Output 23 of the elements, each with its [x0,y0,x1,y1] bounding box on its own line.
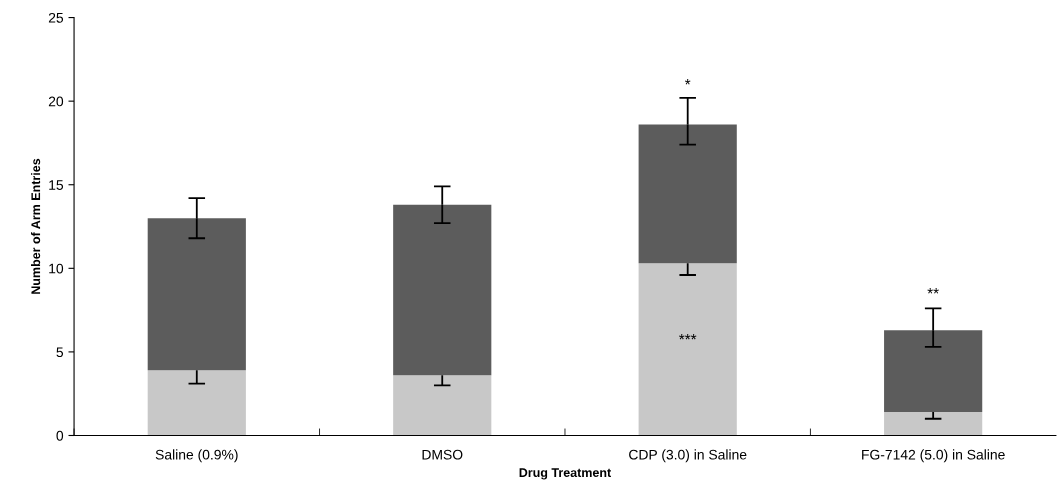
x-axis-title: Drug Treatment [519,468,612,480]
x-tick-label: DMSO [422,449,463,460]
bar [884,330,983,413]
bar [147,218,246,371]
annotation: * [684,79,691,85]
y-tick-label: 10 [49,263,64,274]
x-tick-label: FG-7142 (5.0) in Saline [862,449,1005,463]
x-tick-label: CDP (3.0) in Saline [629,449,747,463]
annotation: ** [927,288,939,294]
y-axis-title: Number of Arm Entries [30,158,41,294]
annotation: *** [679,334,697,340]
x-tick-label: Saline (0.9%) [155,449,238,463]
bar [638,263,737,436]
y-tick-label: 25 [48,12,64,23]
bar [884,412,983,436]
bar [393,204,492,376]
y-tick-label: 5 [56,347,64,358]
bar [393,375,492,436]
y-tick-label: 20 [48,96,64,107]
bar [638,124,737,264]
y-tick-label: 15 [49,180,64,190]
bar [147,370,246,436]
y-tick-label: 0 [56,430,64,441]
